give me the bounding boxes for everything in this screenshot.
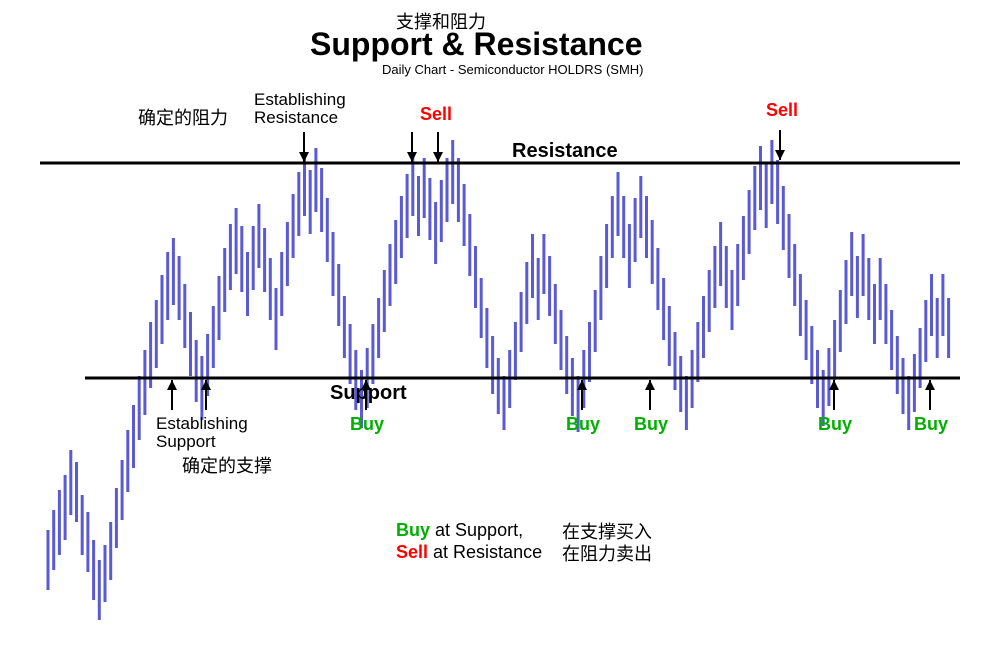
legend-line2-tail: at Resistance: [428, 542, 542, 562]
buy-label-2: Buy: [566, 414, 600, 435]
legend-buy-word: Buy: [396, 520, 430, 540]
est-sup-en2: Support: [156, 432, 216, 452]
support-label: Support: [330, 382, 407, 405]
legend-line1-tail: at Support,: [430, 520, 523, 540]
sell-label-2: Sell: [766, 100, 798, 121]
buy-label-5: Buy: [914, 414, 948, 435]
legend-sell-word: Sell: [396, 542, 428, 562]
est-res-en1: Establishing: [254, 90, 346, 110]
est-res-en2: Resistance: [254, 108, 338, 128]
resistance-label: Resistance: [512, 140, 618, 163]
chart-stage: { "canvas": { "width": 997, "height": 65…: [0, 0, 997, 657]
sell-label-1: Sell: [420, 104, 452, 125]
est-sup-cn: 确定的支撑: [182, 452, 272, 478]
buy-label-3: Buy: [634, 414, 668, 435]
buy-label-1: Buy: [350, 414, 384, 435]
est-res-cn: 确定的阻力: [138, 104, 228, 130]
legend-line1: Buy at Support,: [396, 520, 523, 541]
est-sup-en1: Establishing: [156, 414, 248, 434]
buy-label-4: Buy: [818, 414, 852, 435]
legend-line2: Sell at Resistance: [396, 542, 542, 563]
legend-cn2: 在阻力卖出: [562, 540, 652, 566]
